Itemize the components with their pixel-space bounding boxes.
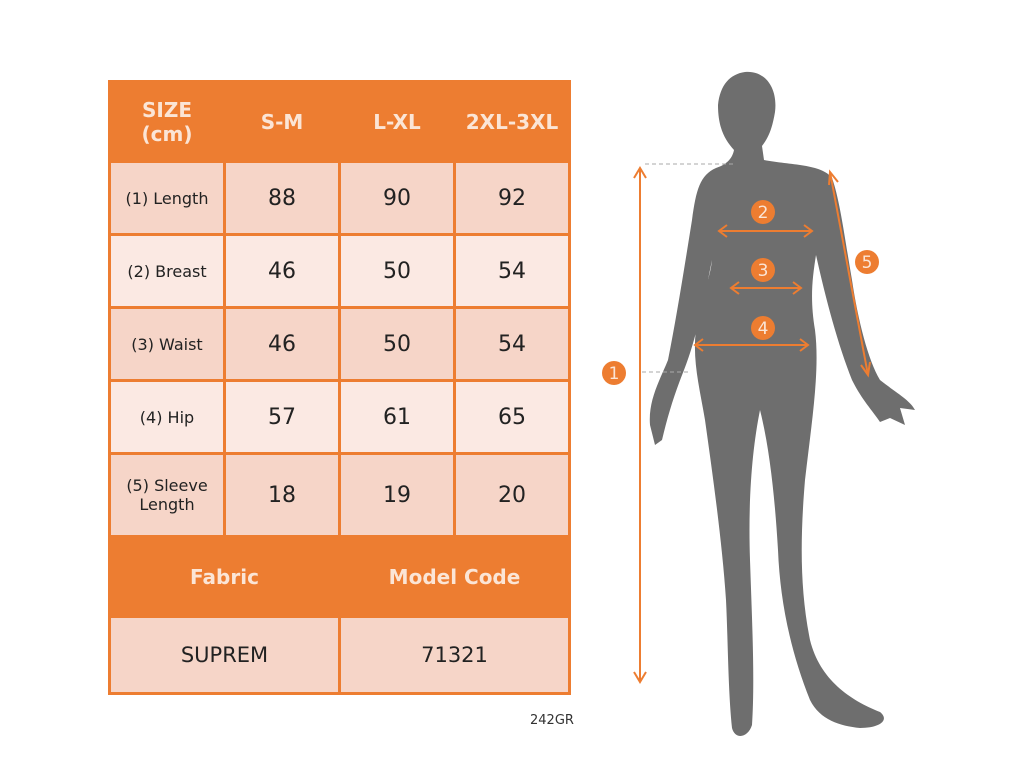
model-code-value: 71321 [338, 615, 571, 695]
model-code-header: Model Code [338, 535, 571, 618]
cell: 92 [453, 160, 571, 236]
cell: 18 [223, 452, 341, 538]
cell: 20 [453, 452, 571, 538]
row-label: (5) Sleeve Length [108, 452, 226, 538]
table-row: (1) Length 88 90 92 [108, 160, 571, 236]
cell: 90 [338, 160, 456, 236]
header-s-m: S-M [223, 80, 341, 163]
marker-1: 1 [609, 364, 620, 384]
marker-5: 5 [862, 253, 873, 273]
cell: 54 [453, 233, 571, 309]
header-l-xl: L-XL [338, 80, 456, 163]
fabric-value: SUPREM [108, 615, 341, 695]
cell: 50 [338, 233, 456, 309]
marker-2: 2 [758, 203, 769, 223]
cell: 57 [223, 379, 341, 455]
footer-row: SUPREM 71321 [108, 615, 571, 695]
table-header: SIZE (cm) S-M L-XL 2XL-3XL [108, 80, 571, 163]
silhouette [649, 71, 915, 736]
size-table: SIZE (cm) S-M L-XL 2XL-3XL (1) Length 88 90… [108, 80, 571, 695]
marker-3: 3 [758, 261, 769, 281]
table-row: (2) Breast 46 50 54 [108, 233, 571, 309]
table-row: (3) Waist 46 50 54 [108, 306, 571, 382]
cell: 61 [338, 379, 456, 455]
footer-header: Fabric Model Code [108, 535, 571, 618]
cell: 19 [338, 452, 456, 538]
row-label: (4) Hip [108, 379, 226, 455]
cell: 54 [453, 306, 571, 382]
measurement-markers [602, 200, 879, 385]
fabric-header: Fabric [108, 535, 341, 618]
marker-4: 4 [758, 319, 769, 339]
cell: 46 [223, 233, 341, 309]
cell: 46 [223, 306, 341, 382]
cell: 65 [453, 379, 571, 455]
header-size: SIZE (cm) [108, 80, 226, 163]
row-label: (3) Waist [108, 306, 226, 382]
row-label: (2) Breast [108, 233, 226, 309]
header-2xl-3xl: 2XL-3XL [453, 80, 571, 163]
row-label: (1) Length [108, 160, 226, 236]
table-row: (5) Sleeve Length 18 19 20 [108, 452, 571, 538]
table-row: (4) Hip 57 61 65 [108, 379, 571, 455]
cell: 88 [223, 160, 341, 236]
cell: 50 [338, 306, 456, 382]
product-code: 242GR [530, 713, 574, 728]
